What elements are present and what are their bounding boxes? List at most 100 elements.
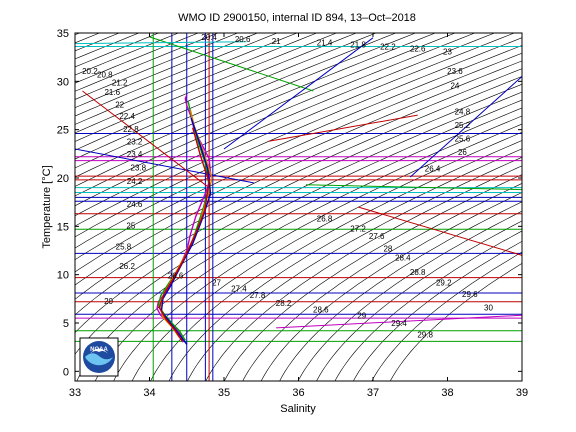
logo-gull xyxy=(89,348,109,355)
chart-title: WMO ID 2900150, internal ID 894, 13–Oct–… xyxy=(178,12,416,24)
density-contour-label: 22.6 xyxy=(410,45,426,54)
density-contour xyxy=(150,140,522,381)
density-contour-label: 29.6 xyxy=(462,290,478,299)
profile-diagonal-segment xyxy=(305,184,522,191)
density-contour-label: 30 xyxy=(484,304,493,313)
density-contour xyxy=(75,99,522,355)
density-contour-label: 29.2 xyxy=(436,278,452,287)
density-contour xyxy=(371,251,522,381)
density-contour-label: 27 xyxy=(212,278,221,287)
density-contour-label: 27.4 xyxy=(231,284,247,293)
density-contour xyxy=(75,33,495,217)
profile-lines xyxy=(75,33,522,381)
y-axis-label: Temperature [°C] xyxy=(41,165,53,248)
density-contour-label: 22 xyxy=(115,101,124,110)
density-contour-label: 27.2 xyxy=(350,224,366,233)
density-contour xyxy=(205,165,522,381)
density-contour-label: 21.6 xyxy=(104,88,120,97)
density-contours xyxy=(75,33,522,381)
x-tick-label: 34 xyxy=(143,387,155,399)
density-contour-label: 20 xyxy=(104,297,113,306)
density-contour xyxy=(260,192,522,381)
density-contour xyxy=(75,33,377,160)
density-contour xyxy=(297,210,522,381)
density-contour-label: 23 xyxy=(443,47,452,56)
profile-diagonal-segment xyxy=(409,76,522,178)
density-contour-label: 20.2 xyxy=(82,67,98,76)
density-contour-label: 23.4 xyxy=(127,150,143,159)
profile-diagonal-segment xyxy=(268,114,418,142)
density-contour-label: 28.2 xyxy=(276,299,292,308)
y-tick-label: 30 xyxy=(57,76,69,88)
density-contour-label: 26 xyxy=(458,148,467,157)
profile-diagonal-segment xyxy=(223,37,374,150)
density-contour-label: 22.8 xyxy=(123,125,139,134)
density-contour xyxy=(334,230,522,381)
x-tick-label: 39 xyxy=(516,387,528,399)
density-contour-label: 29.8 xyxy=(417,331,433,340)
plot-area: 20 20.2 20.4 20.6 20.8 21 21.2 21.4 21.6 21.8 22 22… xyxy=(75,33,522,381)
x-tick-label: 38 xyxy=(441,387,453,399)
density-contour xyxy=(75,33,515,227)
density-contour xyxy=(75,33,317,134)
density-contour-label: 26.2 xyxy=(119,262,135,271)
y-tick-label: 10 xyxy=(57,270,69,282)
density-contour xyxy=(75,33,219,92)
density-contour-label: 23.6 xyxy=(447,67,463,76)
density-contour-label: 23.2 xyxy=(127,137,143,146)
profile-diagonal-segment xyxy=(75,148,254,184)
y-tick-label: 5 xyxy=(63,318,69,330)
logo-wave xyxy=(85,353,113,366)
density-contour xyxy=(75,33,238,100)
y-tick-label: 35 xyxy=(57,28,69,40)
x-tick-label: 37 xyxy=(367,387,379,399)
density-contour xyxy=(168,148,522,381)
density-contour xyxy=(75,33,416,178)
density-contour-label: 21.4 xyxy=(317,39,333,48)
density-contour-label: 21.8 xyxy=(350,41,366,50)
density-contour-label: 27.8 xyxy=(250,291,266,300)
density-contour-label: 21.2 xyxy=(112,78,128,87)
density-contour-label: 28 xyxy=(383,245,392,254)
density-contour xyxy=(75,33,258,109)
density-contour-label: 24.2 xyxy=(127,177,143,186)
density-contour xyxy=(279,201,522,381)
density-contour-label: 25.6 xyxy=(455,134,471,143)
density-contour-labels: 20 20.2 20.4 20.6 20.8 21 21.2 21.4 21.6 21.8 22 22… xyxy=(82,33,493,340)
density-contour-label: 21 xyxy=(272,37,281,46)
ts-profile-line xyxy=(158,127,210,342)
density-contour-label: 25.2 xyxy=(455,121,471,130)
y-tick-label: 25 xyxy=(57,125,69,137)
x-tick-label: 35 xyxy=(218,387,230,399)
profile-diagonal-segment xyxy=(82,90,210,189)
density-contour xyxy=(75,33,456,197)
density-contour-label: 24.8 xyxy=(455,107,471,116)
density-contour-label: 24 xyxy=(450,81,459,90)
density-contour-label: 29.4 xyxy=(391,319,407,328)
density-contour-label: 26.8 xyxy=(317,215,333,224)
x-tick-label: 36 xyxy=(292,387,304,399)
density-contour-label: 26.4 xyxy=(425,164,441,173)
density-contour xyxy=(76,107,522,381)
density-contour-label: 26.6 xyxy=(168,272,184,281)
y-tick-label: 0 xyxy=(63,366,69,378)
density-contour xyxy=(353,240,522,381)
y-tick-label: 15 xyxy=(57,221,69,233)
density-contour-label: 28.6 xyxy=(313,306,329,315)
x-axis-label: Salinity xyxy=(280,403,316,415)
y-tick-label: 20 xyxy=(57,173,69,185)
density-contour xyxy=(75,33,298,125)
density-contour xyxy=(75,33,357,151)
density-contour xyxy=(75,37,522,238)
density-contour xyxy=(389,263,522,381)
density-contour-label: 29 xyxy=(357,311,366,320)
density-contour xyxy=(224,174,522,381)
density-contour xyxy=(94,115,522,381)
density-contour-label: 22.2 xyxy=(380,43,396,52)
density-contour xyxy=(75,45,522,249)
logo-text: NOAA xyxy=(90,347,108,353)
density-contour xyxy=(187,156,522,381)
density-contour xyxy=(75,91,522,334)
profile-diagonal-segment xyxy=(276,314,522,329)
